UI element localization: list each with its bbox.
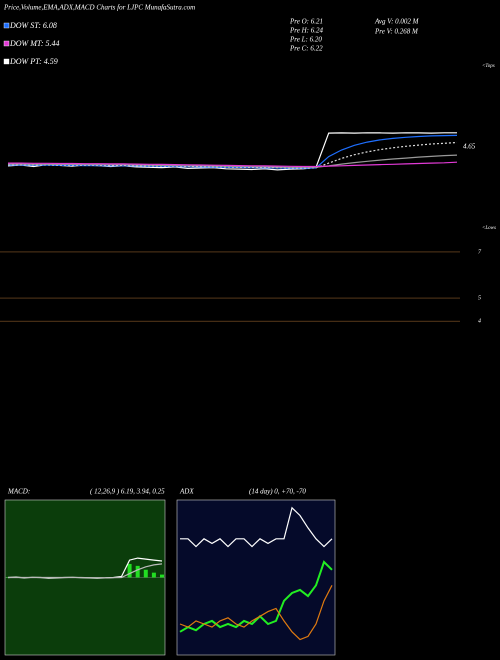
annotation: Pre V: 0.268 M xyxy=(374,28,419,36)
annotation: 4.65 xyxy=(463,143,476,151)
y-tick-label: 4 xyxy=(478,318,481,325)
annotation: Avg V: 0.002 M xyxy=(374,18,420,26)
panel-subtitle: (14 day) 0, +70, -70 xyxy=(249,488,306,496)
panel-background xyxy=(176,499,336,656)
series-line xyxy=(179,560,333,633)
legend-swatch xyxy=(3,58,10,65)
panel-title: ADX xyxy=(179,488,194,496)
y-tick-label: 7 xyxy=(478,249,482,255)
histogram-bar xyxy=(160,574,164,578)
legend-swatch xyxy=(3,40,10,47)
series-line xyxy=(8,154,458,168)
series-line xyxy=(179,585,333,641)
annotation: DOW MT: 5.44 xyxy=(9,39,60,48)
annotation: Pre L: 6.20 xyxy=(289,36,322,44)
legend-swatch xyxy=(3,22,10,29)
annotation: <Lows xyxy=(482,226,496,231)
histogram-bar xyxy=(151,572,156,578)
panel-title: MACD: xyxy=(7,488,30,496)
histogram-bar xyxy=(127,563,132,578)
series-line xyxy=(180,506,333,548)
annotation: Pre H: 6.24 xyxy=(289,27,323,35)
annotation: <Tops xyxy=(482,64,495,69)
chart-title: Price,Volume,EMA,ADX,MACD Charts for LJP… xyxy=(3,4,195,12)
annotation: Pre O: 6.21 xyxy=(289,18,323,26)
series-line xyxy=(8,563,163,579)
histogram-bar xyxy=(143,569,148,578)
annotation: Pre C: 6.22 xyxy=(289,45,323,53)
panel-subtitle: ( 12,26,9 ) 6.19, 3.94, 0.25 xyxy=(90,488,165,496)
y-tick-label: 5 xyxy=(478,295,481,301)
annotation: DOW ST: 6.08 xyxy=(9,21,57,30)
series-line xyxy=(8,161,458,168)
annotation: DOW PT: 4.59 xyxy=(9,57,58,66)
histogram-bar xyxy=(135,565,140,578)
